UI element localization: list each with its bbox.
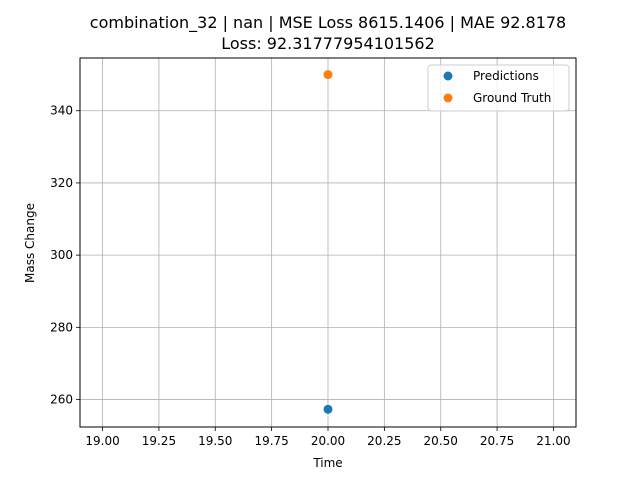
x-tick-label: 20.50 xyxy=(424,434,458,448)
x-axis-label: Time xyxy=(312,456,342,470)
x-tick-label: 20.00 xyxy=(311,434,345,448)
x-axis-ticks: 19.00 19.25 19.50 19.75 20.00 20.25 20.50 20.75… xyxy=(85,427,571,448)
y-tick-label: 320 xyxy=(50,176,73,190)
ground-truth-point xyxy=(323,70,333,80)
y-tick-label: 340 xyxy=(50,104,73,118)
y-axis-label: Mass Change xyxy=(23,203,37,283)
legend-marker-ground-truth xyxy=(443,93,453,103)
y-tick-label: 280 xyxy=(50,320,73,334)
x-tick-label: 19.00 xyxy=(85,434,119,448)
prediction-point xyxy=(323,404,333,414)
x-tick-label: 21.00 xyxy=(536,434,570,448)
x-tick-label: 20.25 xyxy=(367,434,401,448)
y-tick-label: 260 xyxy=(50,393,73,407)
y-axis-ticks: 260 280 300 320 340 xyxy=(50,104,80,407)
legend: Predictions Ground Truth xyxy=(427,64,570,112)
chart-subtitle: Loss: 92.31777954101562 xyxy=(221,34,435,53)
chart-title: combination_32 | nan | MSE Loss 8615.140… xyxy=(90,13,566,33)
x-tick-label: 19.50 xyxy=(198,434,232,448)
legend-label-predictions: Predictions xyxy=(473,69,539,83)
legend-box xyxy=(427,64,570,112)
legend-label-ground-truth: Ground Truth xyxy=(473,91,551,105)
x-tick-label: 20.75 xyxy=(480,434,514,448)
x-tick-label: 19.75 xyxy=(254,434,288,448)
x-tick-label: 19.25 xyxy=(142,434,176,448)
grid-lines xyxy=(80,58,576,427)
data-points xyxy=(323,70,333,414)
legend-marker-predictions xyxy=(443,71,453,81)
y-tick-label: 300 xyxy=(50,248,73,262)
plot-area-frame xyxy=(79,57,577,428)
